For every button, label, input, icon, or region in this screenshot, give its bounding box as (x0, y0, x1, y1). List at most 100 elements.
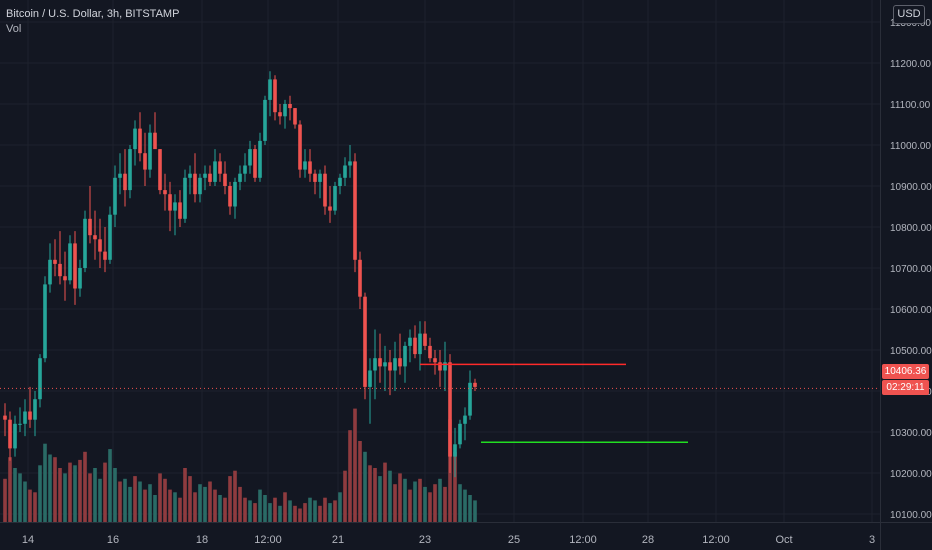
candle-body (93, 235, 97, 240)
volume-bar (458, 484, 462, 522)
candle-body (303, 161, 307, 170)
candle-body (143, 153, 147, 170)
volume-bar (183, 468, 187, 522)
volume-bar (433, 484, 437, 522)
y-tick-label: 10700.00 (890, 264, 932, 275)
candle-body (408, 337, 412, 346)
candle-body (68, 243, 72, 281)
candle-body (98, 239, 102, 252)
candle-body (353, 161, 357, 260)
candle-body (153, 132, 157, 150)
candle-body (433, 358, 437, 363)
candle-body (18, 423, 22, 425)
candle-body (288, 104, 292, 109)
candle-body (3, 415, 7, 420)
x-tick-label: 16 (107, 534, 119, 546)
volume-bar (3, 478, 7, 522)
candle-body (188, 173, 192, 178)
volume-bar (238, 486, 242, 522)
volume-bar (193, 492, 197, 522)
x-tick-label: 14 (22, 534, 34, 546)
candle-body (398, 358, 402, 367)
volume-bar (168, 489, 172, 522)
y-tick-label: 11100.00 (890, 100, 931, 111)
chart-title: Bitcoin / U.S. Dollar, 3h, BITSTAMP (6, 8, 180, 20)
candle-body (193, 173, 197, 195)
volume-bar (213, 489, 217, 522)
candle-body (313, 173, 317, 182)
volume-bar (283, 492, 287, 522)
volume-bar (378, 476, 382, 522)
candle-body (418, 333, 422, 355)
volume-bar (113, 468, 117, 522)
y-tick-label: 10500.00 (890, 346, 932, 357)
candle-body (283, 104, 287, 117)
volume-bar (373, 468, 377, 522)
volume-bar (73, 465, 77, 522)
volume-bar (473, 500, 477, 522)
volume-bar (148, 484, 152, 522)
candle-body (168, 194, 172, 211)
candle-body (333, 186, 337, 211)
candle-body (243, 165, 247, 174)
candle-body (133, 128, 137, 150)
volume-bar (403, 478, 407, 522)
volume-bar (298, 508, 302, 522)
candle-body (63, 276, 67, 281)
current-price-tag: 10406.36 (882, 364, 929, 379)
y-tick-label: 11000.00 (890, 141, 931, 152)
volume-bar (358, 441, 362, 522)
candle-body (233, 181, 237, 207)
volume-bar (43, 443, 47, 522)
volume-bar (78, 459, 82, 522)
candle-body (268, 79, 272, 100)
x-tick-label: 18 (196, 534, 208, 546)
currency-badge[interactable]: USD (893, 5, 925, 24)
y-tick-label: 10900.00 (890, 182, 932, 193)
volume-bar (8, 457, 12, 522)
candle-body (423, 333, 427, 346)
candle-body (338, 177, 342, 186)
volume-bar (23, 481, 27, 522)
volume-bar (143, 489, 147, 522)
candle-body (453, 444, 457, 457)
volume-bar (178, 497, 182, 522)
candle-body (263, 99, 267, 141)
candle-body (83, 218, 87, 268)
candle-body (278, 112, 282, 117)
candle-body (328, 206, 332, 211)
candle-body (48, 259, 52, 285)
candle-body (393, 358, 397, 371)
volume-bar (28, 489, 32, 522)
x-tick-label: 3 (869, 534, 875, 546)
candle-body (363, 296, 367, 387)
candle-body (228, 186, 232, 207)
volume-bar (413, 481, 417, 522)
volume-bar (118, 481, 122, 522)
candle-body (368, 370, 372, 387)
volume-bar (103, 462, 107, 522)
candle-body (208, 173, 212, 182)
volume-bar (63, 473, 67, 522)
candle-body (223, 173, 227, 186)
volume-bar (228, 476, 232, 522)
candle-body (293, 108, 297, 125)
volume-bar (123, 478, 127, 522)
candle-body (473, 382, 477, 387)
candle-body (388, 362, 392, 371)
volume-bar (368, 465, 372, 522)
volume-bar (88, 473, 92, 522)
volume-bar (203, 486, 207, 522)
volume-bar (338, 492, 342, 522)
candle-body (13, 423, 17, 449)
candle-body (148, 132, 152, 170)
volume-bar (108, 449, 112, 522)
volume-bar (468, 495, 472, 522)
candle-body (273, 79, 277, 113)
candle-body (108, 214, 112, 260)
volume-bar (133, 476, 137, 522)
y-tick-label: 10100.00 (890, 510, 932, 521)
candle-body (38, 358, 42, 400)
volume-bar (223, 497, 227, 522)
